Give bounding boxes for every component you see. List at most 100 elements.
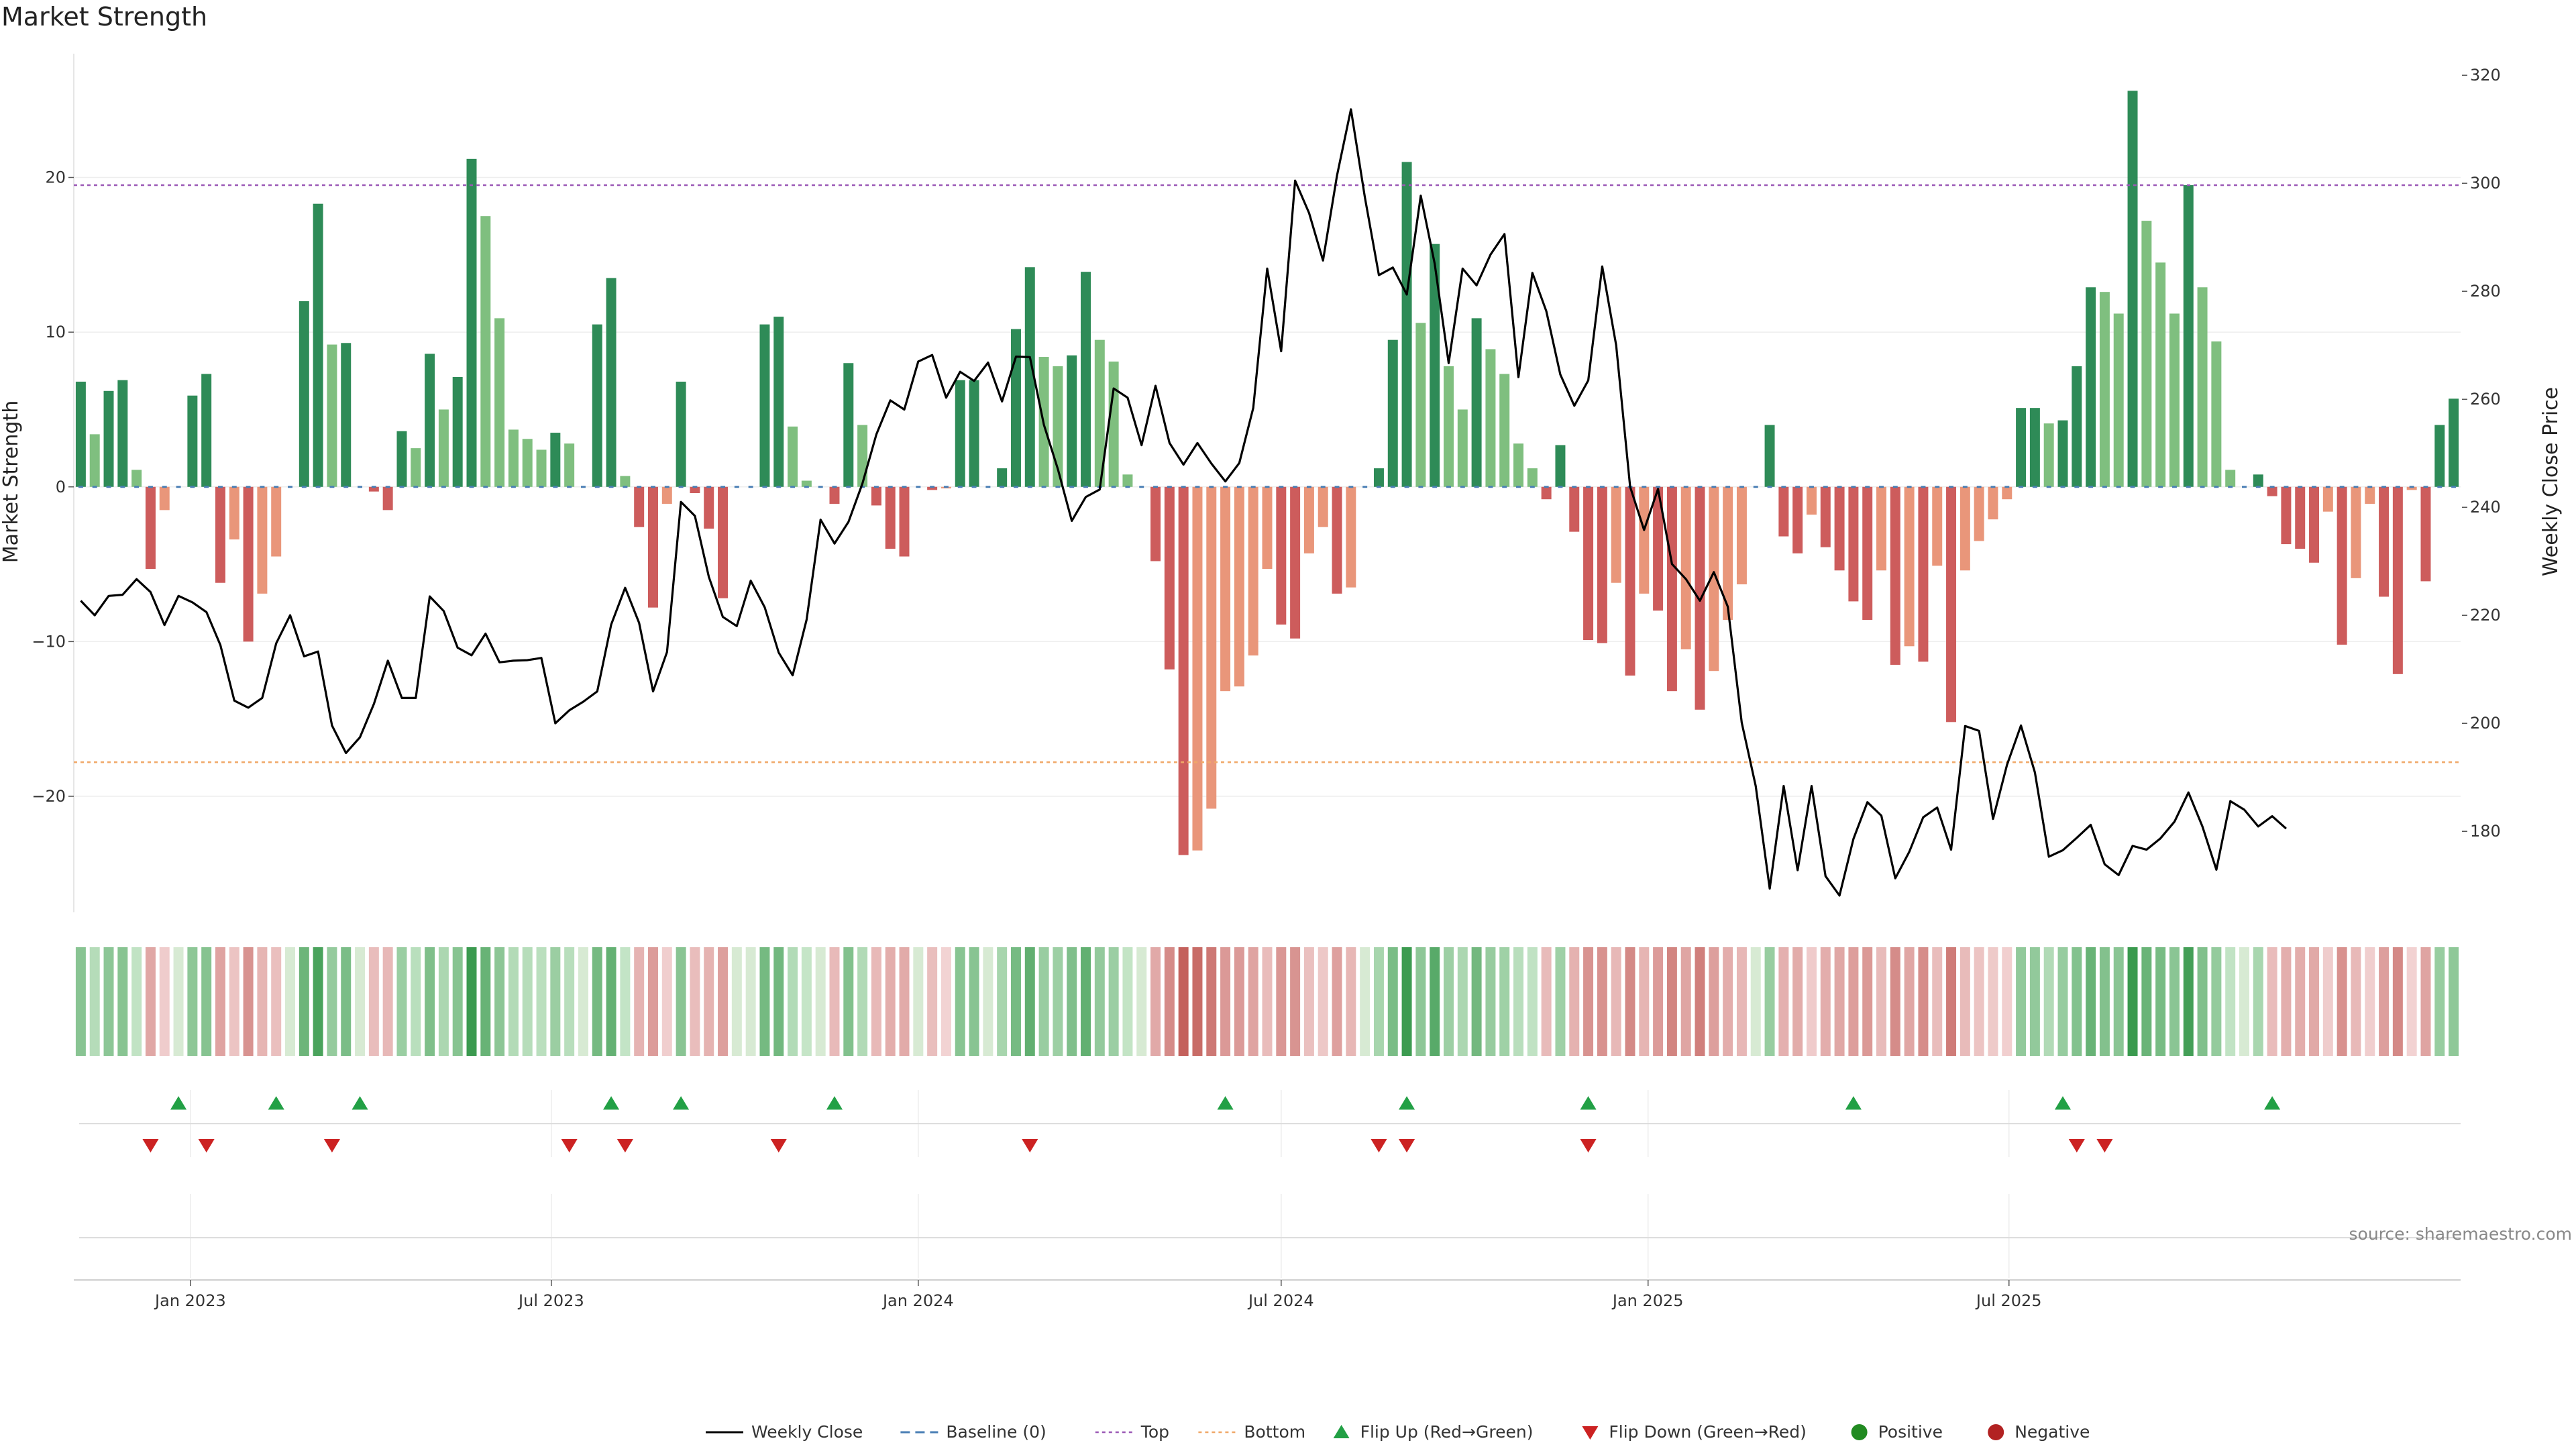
strength-bar	[676, 381, 686, 487]
heatmap-cell	[1680, 947, 1691, 1056]
heatmap-cell	[522, 947, 533, 1056]
heatmap-cell	[1024, 947, 1035, 1056]
heatmap-cell	[1485, 947, 1496, 1056]
strength-bar	[1666, 486, 1677, 692]
strength-bar	[1290, 486, 1301, 639]
strength-bar	[606, 278, 616, 487]
strength-bar	[1108, 361, 1119, 487]
strength-bar	[1890, 486, 1900, 665]
legend-swatch	[1851, 1424, 1868, 1440]
strength-bar	[661, 486, 672, 504]
strength-bar	[2127, 91, 2138, 487]
strength-bar	[2155, 262, 2166, 487]
heatmap-cell	[1318, 947, 1328, 1056]
strength-bar	[773, 317, 784, 487]
heatmap-cell	[1723, 947, 1733, 1056]
heatmap-cell	[2057, 947, 2068, 1056]
strength-bar	[1164, 486, 1175, 669]
strength-bar	[494, 318, 505, 487]
flip-up-marker	[1217, 1096, 1234, 1110]
heatmap-cell	[2281, 947, 2292, 1056]
strength-bar	[1778, 486, 1789, 537]
heatmap-cell	[1639, 947, 1650, 1056]
legend-flip-up: Flip Up (Red→Green)	[1333, 1422, 1533, 1442]
heatmap-cell	[2351, 947, 2361, 1056]
heatmap-cell	[2141, 947, 2152, 1056]
strength-bar	[313, 203, 323, 487]
strength-bar	[1862, 486, 1873, 621]
strength-bar	[1834, 486, 1845, 571]
strength-bar	[452, 377, 463, 487]
legend-bottom: Bottom	[1198, 1422, 1305, 1442]
strength-bar	[2113, 313, 2124, 487]
flip-up-marker	[352, 1096, 368, 1110]
heatmap-cell	[578, 947, 588, 1056]
heatmap-cell	[731, 947, 742, 1056]
legend-weekly-close: Weekly Close	[706, 1422, 863, 1442]
flip-down-marker	[616, 1139, 633, 1152]
strength-bar	[2029, 408, 2040, 487]
heatmap-cell	[745, 947, 756, 1056]
strength-bar	[1387, 339, 1398, 487]
strength-heatmap-strip	[75, 947, 2459, 1056]
heatmap-cell	[1569, 947, 1580, 1056]
strength-bar	[2225, 470, 2236, 487]
heatmap-cell	[2113, 947, 2124, 1056]
y-tick-label: 20	[45, 168, 66, 187]
strength-bar	[1723, 486, 1733, 621]
heatmap-cell	[913, 947, 924, 1056]
strength-bar	[829, 486, 840, 504]
strength-bar	[1178, 486, 1189, 855]
strength-bar	[997, 468, 1008, 487]
flip-markers-panel	[79, 1090, 2461, 1157]
strength-bar	[550, 433, 561, 487]
heatmap-cell	[676, 947, 686, 1056]
strength-bar	[257, 486, 268, 594]
strength-bar	[1960, 486, 1970, 571]
heatmap-cell	[243, 947, 254, 1056]
strength-bar	[2267, 486, 2277, 496]
strength-bar	[2197, 287, 2208, 487]
strength-bar	[871, 486, 881, 506]
flip-up-marker	[2055, 1096, 2071, 1110]
legend-label: Negative	[2015, 1422, 2090, 1442]
heatmap-cell	[1346, 947, 1356, 1056]
strength-bar	[215, 486, 225, 583]
strength-bar	[2449, 398, 2459, 487]
main-plot: −20 −10 0 10 20 180 200 220 240 260 280 300 320	[32, 54, 2501, 912]
heatmap-cell	[2197, 947, 2208, 1056]
heatmap-cell	[690, 947, 700, 1056]
strength-bar	[2253, 474, 2263, 487]
strength-bar	[857, 425, 868, 487]
strength-bar	[801, 480, 812, 487]
strength-bar	[508, 429, 519, 487]
strength-bar	[1625, 486, 1635, 676]
x-tick-label: Jan 2023	[154, 1291, 226, 1310]
heatmap-cell	[2043, 947, 2054, 1056]
heatmap-cell	[1848, 947, 1859, 1056]
heatmap-cell	[145, 947, 156, 1056]
flip-up-marker	[170, 1096, 187, 1110]
y-tick-label: 10	[45, 323, 66, 341]
heatmap-cell	[857, 947, 868, 1056]
heatmap-cell	[341, 947, 352, 1056]
heatmap-cell	[1038, 947, 1049, 1056]
flip-up-marker	[826, 1096, 843, 1110]
heatmap-cell	[1444, 947, 1454, 1056]
heatmap-cell	[1192, 947, 1203, 1056]
legend-label: Bottom	[1244, 1422, 1305, 1442]
flip-up-marker	[268, 1096, 284, 1110]
y-tick-label: −10	[32, 632, 66, 651]
strength-bar	[2002, 486, 2012, 500]
legend-label: Baseline (0)	[946, 1422, 1046, 1442]
strength-bar	[1541, 486, 1552, 500]
x-tick-label: Jan 2025	[1611, 1291, 1684, 1310]
heatmap-cell	[661, 947, 672, 1056]
heatmap-cell	[1360, 947, 1371, 1056]
heatmap-cell	[983, 947, 994, 1056]
heatmap-cell	[75, 947, 86, 1056]
legend-swatch	[1988, 1424, 2004, 1440]
strength-bar	[299, 301, 309, 487]
heatmap-cell	[648, 947, 658, 1056]
